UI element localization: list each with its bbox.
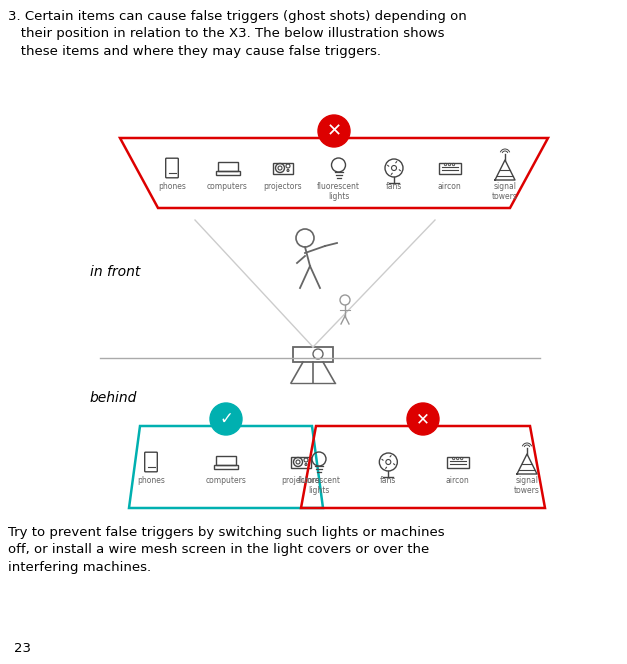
Text: fans: fans — [386, 182, 402, 191]
Text: signal
towers: signal towers — [514, 476, 540, 495]
Bar — [438, 163, 460, 173]
Circle shape — [210, 403, 242, 435]
Text: 3. Certain items can cause false triggers (ghost shots) depending on
   their po: 3. Certain items can cause false trigger… — [8, 10, 466, 58]
Text: signal
towers: signal towers — [492, 182, 518, 201]
Text: ✕: ✕ — [416, 410, 430, 428]
Bar — [214, 465, 238, 469]
Text: aircon: aircon — [438, 182, 461, 191]
Text: aircon: aircon — [446, 476, 470, 485]
Text: fluorescent
lights: fluorescent lights — [297, 476, 340, 495]
Text: computers: computers — [206, 476, 246, 485]
Bar — [216, 171, 240, 175]
Text: phones: phones — [137, 476, 165, 485]
Text: in front: in front — [90, 265, 140, 279]
Text: 23: 23 — [14, 642, 31, 655]
Text: projectors: projectors — [264, 182, 302, 191]
Text: fans: fans — [380, 476, 396, 485]
Bar — [273, 163, 293, 173]
Circle shape — [407, 403, 439, 435]
Circle shape — [318, 115, 350, 147]
Bar — [218, 161, 238, 171]
Text: ✓: ✓ — [219, 410, 233, 428]
Text: phones: phones — [158, 182, 186, 191]
Text: computers: computers — [207, 182, 248, 191]
Bar — [291, 457, 311, 467]
Text: ✕: ✕ — [327, 122, 342, 140]
Bar — [216, 456, 236, 465]
Bar — [446, 457, 468, 467]
Text: projectors: projectors — [282, 476, 320, 485]
Text: fluorescent
lights: fluorescent lights — [317, 182, 360, 201]
Bar — [293, 347, 333, 362]
Text: Try to prevent false triggers by switching such lights or machines
off, or insta: Try to prevent false triggers by switchi… — [8, 526, 445, 574]
Text: behind: behind — [90, 391, 137, 405]
